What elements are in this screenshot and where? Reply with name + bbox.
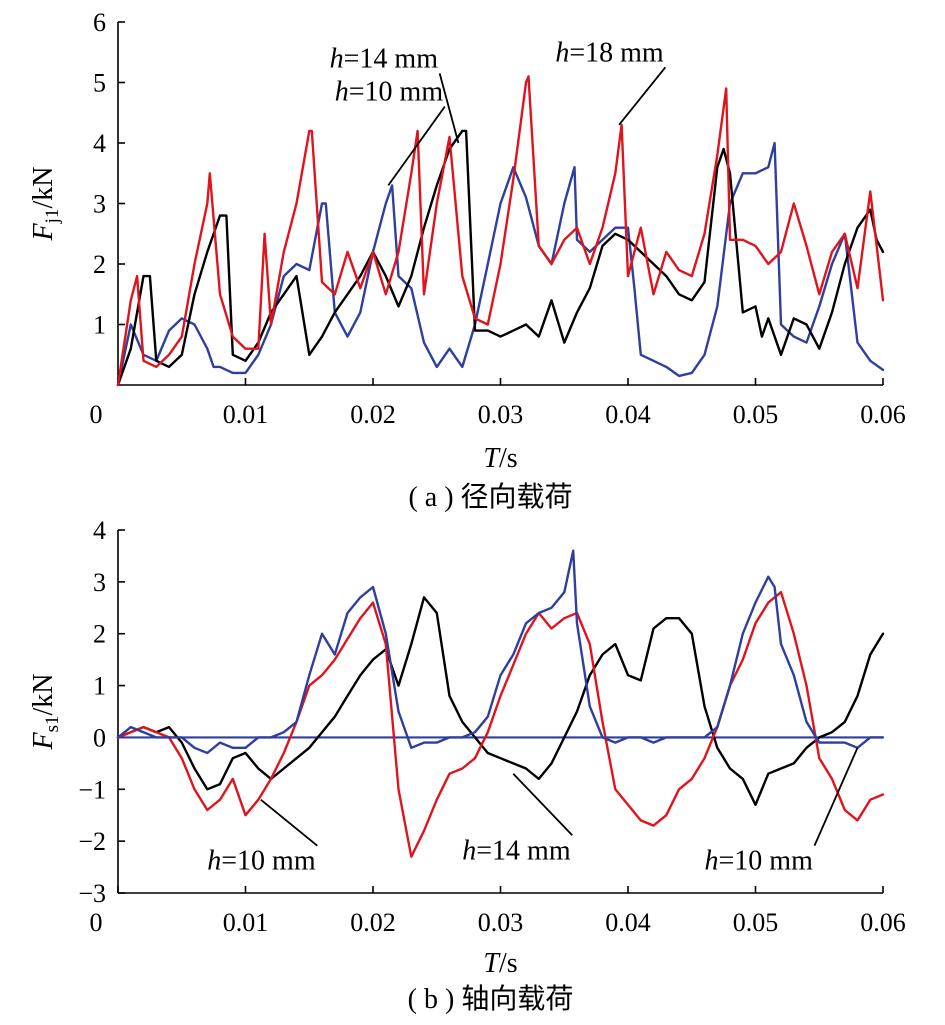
x-axis-label: T/s <box>483 948 517 979</box>
y-tick-label: 4 <box>93 129 106 158</box>
panel-caption: ( b ) 轴向载荷 <box>408 983 574 1015</box>
y-axis-unit: /kN <box>28 167 59 209</box>
annotation-h: h <box>462 835 476 866</box>
y-axis-unit: /kN <box>28 673 59 715</box>
annotation-h: h <box>705 846 719 877</box>
y-tick-label: 2 <box>93 620 106 649</box>
annotation-leader <box>438 73 460 144</box>
y-axis-subscript: j1 <box>42 209 63 225</box>
y-tick-label: −1 <box>78 775 106 804</box>
annotation-leader <box>387 106 446 186</box>
x-tick-label: 0.06 <box>860 908 906 937</box>
y-axis-label: Fs1/kN <box>28 673 63 750</box>
annotation-label: h=10 mm <box>335 77 444 108</box>
y-tick-label: 5 <box>93 69 106 98</box>
x-tick-label: 0.04 <box>605 400 651 429</box>
y-tick-label: 3 <box>93 190 106 219</box>
annotation-label: h=18 mm <box>555 37 664 68</box>
y-tick-label: 3 <box>93 568 106 597</box>
series-line <box>116 591 885 858</box>
annotation-leader <box>618 66 667 126</box>
y-tick-label: −3 <box>78 879 106 908</box>
y-tick-label: −2 <box>78 827 106 856</box>
x-axis-unit: /s <box>499 948 518 979</box>
annotation-h: h <box>330 43 344 74</box>
annotation-leader <box>813 747 859 847</box>
series-line <box>116 75 885 387</box>
x-axis-symbol: T <box>483 443 501 474</box>
series-line <box>116 549 885 755</box>
series-line <box>116 596 885 806</box>
panel-caption: ( a ) 径向载荷 <box>408 481 572 513</box>
chart-panel-b: 0 0.01 0.02 0.03 0.04 0.05 0.06−3−2−101234h=10… <box>28 516 906 1015</box>
y-tick-label: 0 <box>93 723 106 752</box>
y-tick-label: 2 <box>93 250 106 279</box>
annotation-leader <box>512 773 573 836</box>
x-tick-label: 0.05 <box>733 400 779 429</box>
annotation-value: =10 mm <box>349 77 444 108</box>
x-tick-label: 0 <box>90 908 103 937</box>
annotation-value: =10 mm <box>221 846 316 877</box>
annotation-h: h <box>555 37 569 68</box>
x-tick-label: 0.04 <box>605 908 651 937</box>
x-tick-label: 0.05 <box>733 908 779 937</box>
annotation-h: h <box>335 77 349 108</box>
y-tick-label: 4 <box>93 516 106 545</box>
x-tick-label: 0.01 <box>223 908 269 937</box>
x-tick-label: 0.02 <box>350 908 396 937</box>
annotation-value: =10 mm <box>719 846 814 877</box>
x-tick-label: 0.03 <box>478 400 524 429</box>
annotation-label: h=14 mm <box>462 835 571 866</box>
annotation-label: h=10 mm <box>207 846 316 877</box>
y-tick-label: 6 <box>93 8 106 37</box>
annotation-label: h=10 mm <box>705 846 814 877</box>
y-axis-symbol: F <box>28 732 59 751</box>
x-tick-label: 0.06 <box>860 400 906 429</box>
annotation-value: =14 mm <box>344 43 439 74</box>
annotation-h: h <box>207 846 221 877</box>
y-axis-symbol: F <box>28 222 59 241</box>
annotation-value: =14 mm <box>476 835 571 866</box>
annotation-leader <box>260 798 318 847</box>
x-tick-label: 0.01 <box>223 400 269 429</box>
x-tick-label: 0.02 <box>350 400 396 429</box>
annotation-value: =18 mm <box>569 37 664 68</box>
y-axis-label: Fj1/kN <box>28 167 63 242</box>
series-line <box>116 129 885 387</box>
x-axis-unit: /s <box>499 443 518 474</box>
x-axis-label: T/s <box>483 443 517 474</box>
series-line <box>116 141 885 387</box>
y-tick-label: 1 <box>93 672 106 701</box>
y-axis-subscript: s1 <box>42 715 63 732</box>
x-tick-label: 0.03 <box>478 908 524 937</box>
x-axis-symbol: T <box>483 948 501 979</box>
annotation-label: h=14 mm <box>330 43 439 74</box>
x-tick-label: 0 <box>90 400 103 429</box>
y-tick-label: 1 <box>93 311 106 340</box>
